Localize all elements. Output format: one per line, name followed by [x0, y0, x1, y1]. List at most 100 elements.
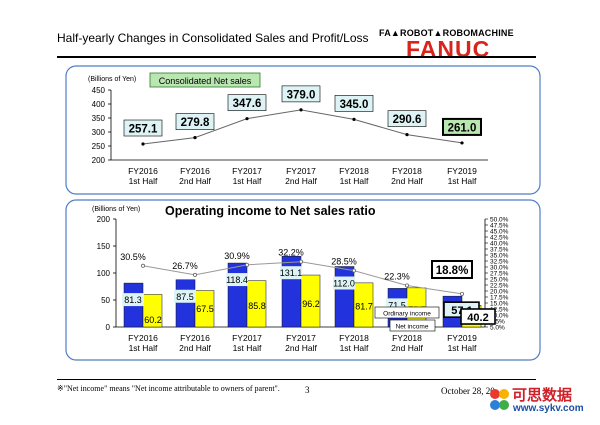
sales-category-sublabel: 1st Half [340, 176, 369, 186]
watermark: 可思数据 www.sykv.com [488, 384, 598, 420]
brand-tagline: FA▲ROBOT▲ROBOMACHINE [379, 28, 514, 38]
sales-point [193, 136, 197, 140]
income-category-sublabel: 2nd Half [179, 343, 211, 353]
income-y2tick-label: 25.0% [490, 277, 509, 284]
income-y2tick-label: 10.0% [490, 313, 509, 320]
income-y2tick-label: 30.0% [490, 265, 509, 272]
ordinary-income-value-label: 131.1 [280, 268, 303, 278]
income-y2tick-label: 22.5% [490, 283, 509, 290]
footer-rule [57, 379, 536, 380]
ratio-point [404, 283, 409, 288]
sales-value-label: 290.6 [393, 114, 422, 126]
income-ytick-label: 0 [106, 323, 111, 332]
net-income-value-box [460, 308, 496, 325]
income-y2tick-label: 5.0% [490, 325, 505, 332]
income-ytick-label: 100 [97, 269, 111, 278]
net-income-value-label: 67.5 [196, 304, 214, 314]
income-y2tick-label: 42.5% [490, 235, 509, 242]
income-title: Operating income to Net sales ratio [165, 204, 376, 218]
sales-category-sublabel: 2nd Half [285, 176, 317, 186]
net-income-value-label: 60.2 [144, 315, 162, 325]
net-income-bar [300, 274, 321, 328]
income-category-sublabel: 2nd Half [285, 343, 317, 353]
sales-ytick-label: 350 [92, 114, 106, 123]
income-category-label: FY2017 [232, 333, 262, 343]
ordinary-income-legend: Ordinary income [383, 311, 431, 318]
sales-value-box [227, 94, 267, 111]
income-y2tick-label: 7.5% [490, 319, 505, 326]
sales-value-label: 279.8 [181, 117, 210, 129]
sales-category-label: FY2017 [286, 166, 316, 176]
income-y2tick-label: 37.5% [490, 247, 509, 254]
ratio-value-box [431, 260, 473, 279]
income-category-sublabel: 1st Half [340, 343, 369, 353]
sales-category-sublabel: 1st Half [233, 176, 262, 186]
sales-value-box [281, 85, 321, 103]
sales-point [352, 117, 356, 121]
sales-point [141, 142, 145, 146]
sales-point [299, 108, 303, 112]
ratio-value-label: 18.8% [436, 265, 469, 277]
ratio-point [244, 262, 249, 267]
sales-panel-border [65, 65, 541, 195]
income-category-label: FY2019 [447, 333, 477, 343]
sales-value-box [387, 110, 427, 127]
ratio-value-label: 26.7% [172, 261, 198, 271]
income-y2tick-label: 17.5% [490, 295, 509, 302]
sales-category-label: FY2017 [232, 166, 262, 176]
income-ytick-label: 50 [101, 296, 110, 305]
income-category-label: FY2016 [128, 333, 158, 343]
income-category-label: FY2017 [286, 333, 316, 343]
income-y2tick-label: 12.5% [490, 307, 509, 314]
watermark-logo-icon [490, 389, 509, 410]
sales-title-box [149, 72, 261, 88]
footnote: ※"Net income" means "Net income attribut… [57, 384, 280, 393]
ordinary-income-value-label: 71.5 [388, 300, 406, 310]
sales-category-sublabel: 2nd Half [179, 176, 211, 186]
net-income-value-label: 81.7 [355, 302, 373, 312]
income-category-sublabel: 2nd Half [391, 343, 423, 353]
sales-category-label: FY2016 [180, 166, 210, 176]
sales-ytick-label: 450 [92, 86, 106, 95]
income-y2tick-label: 50.0% [490, 217, 509, 224]
sales-ytick-label: 250 [92, 142, 106, 151]
income-ytick-label: 150 [97, 242, 111, 251]
sales-category-sublabel: 2nd Half [391, 176, 423, 186]
net-income-legend: Net income [396, 324, 429, 331]
net-income-value-label: 40.2 [467, 312, 488, 324]
ordinary-income-value-box [174, 289, 196, 303]
net-income-bar [246, 280, 267, 328]
income-ylabel: (Billions of Yen) [92, 206, 140, 213]
sales-ytick-label: 400 [92, 100, 106, 109]
income-category-sublabel: 1st Half [448, 343, 477, 353]
ordinary-income-value-box [333, 276, 355, 290]
sales-category-sublabel: 1st Half [129, 176, 158, 186]
net-income-value-label: 85.8 [248, 301, 266, 311]
ordinary-income-bar [175, 279, 196, 328]
income-category-sublabel: 1st Half [129, 343, 158, 353]
ratio-value-label: 32.2% [278, 248, 304, 258]
income-y2tick-label: 32.5% [490, 259, 509, 266]
income-y2tick-label: 35.0% [490, 253, 509, 260]
sales-value-label: 257.1 [129, 124, 158, 136]
ratio-point [298, 259, 303, 264]
sales-value-label: 345.0 [340, 99, 369, 111]
ordinary-income-bar [334, 266, 355, 328]
sales-category-label: FY2019 [447, 166, 477, 176]
income-y2tick-label: 47.5% [490, 223, 509, 230]
sales-category-label: FY2016 [128, 166, 158, 176]
income-y2tick-label: 27.5% [490, 271, 509, 278]
ordinary-income-value-box [122, 293, 144, 307]
income-category-label: FY2018 [339, 333, 369, 343]
sales-category-label: FY2018 [392, 166, 422, 176]
ratio-point [351, 268, 356, 273]
sales-title: Consolidated Net sales [159, 76, 252, 86]
sales-value-label: 261.0 [448, 122, 477, 134]
page-number: 3 [305, 385, 310, 395]
sales-value-label: 379.0 [287, 89, 316, 101]
income-y2tick-label: 20.0% [490, 289, 509, 296]
sales-ytick-label: 200 [92, 156, 106, 165]
income-y2tick-label: 45.0% [490, 229, 509, 236]
